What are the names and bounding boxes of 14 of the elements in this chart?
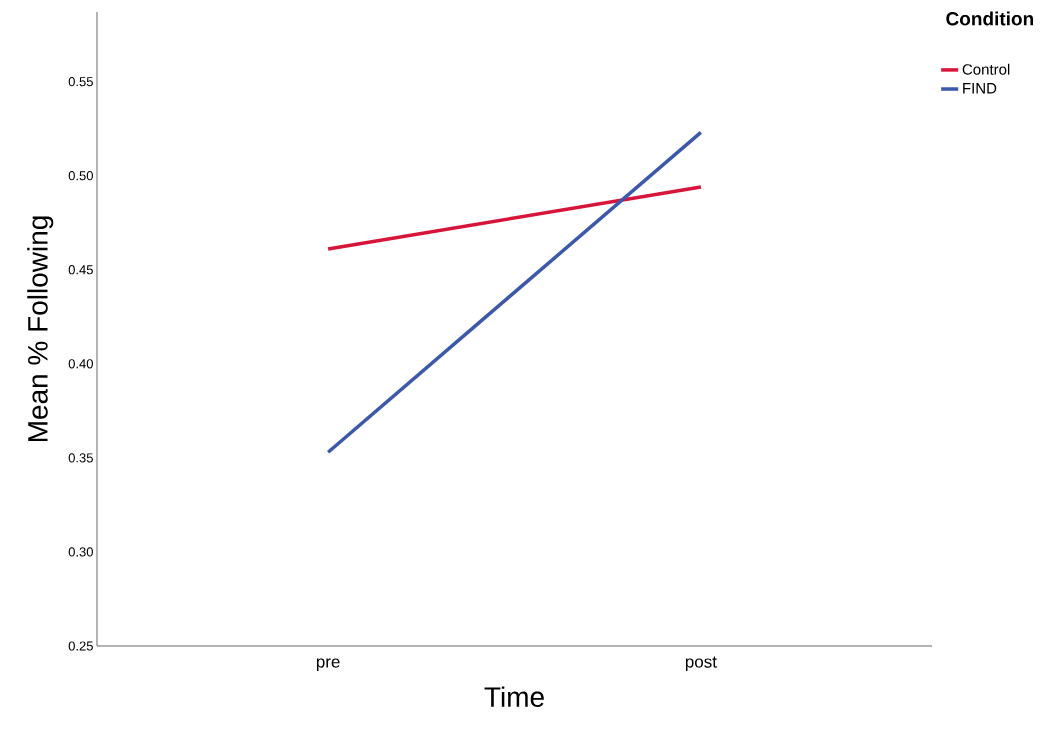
y-tick-label: 0.30 (68, 547, 93, 557)
x-tick-label: post (685, 656, 717, 672)
y-tick-label: 0.55 (68, 76, 93, 87)
y-tick-label: 0.50 (68, 171, 93, 181)
x-tick-label: pre (316, 658, 340, 672)
y-tick-label: 0.40 (68, 359, 93, 369)
y-tick-label: 0.35 (68, 453, 93, 463)
y-tick-label: 0.45 (68, 265, 93, 275)
legend-label: FIND (963, 83, 997, 94)
y-tick-label: 0.25 (68, 641, 93, 651)
legend-label: Control (962, 63, 1010, 75)
y-axis-title: Mean % Following (27, 216, 54, 442)
legend-title: Condition (946, 11, 1034, 26)
x-axis-title: Time (484, 686, 544, 707)
